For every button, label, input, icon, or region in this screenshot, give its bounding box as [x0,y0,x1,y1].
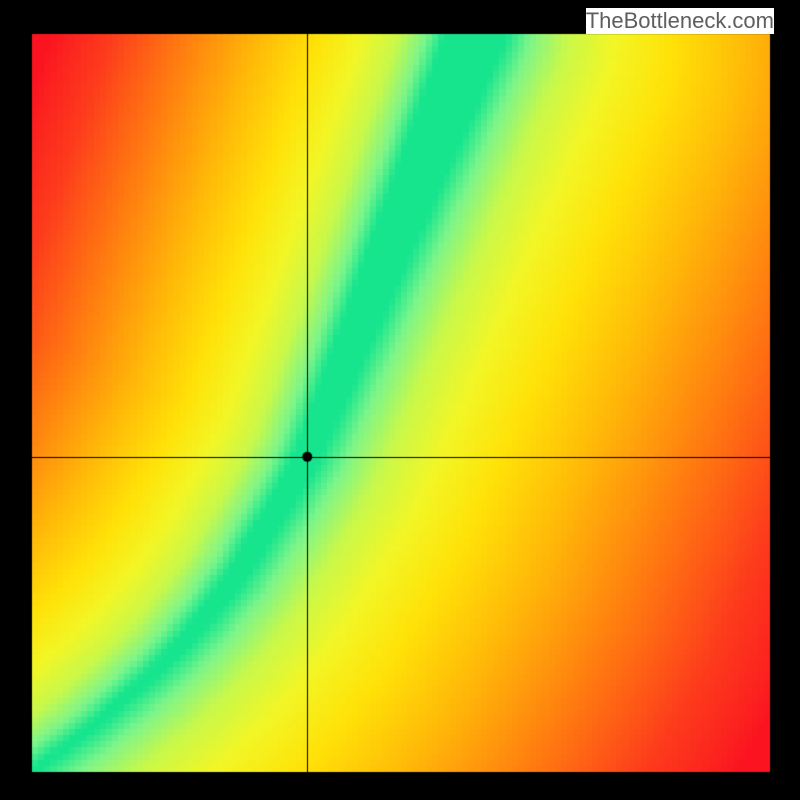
watermark-text: TheBottleneck.com [586,8,774,34]
heatmap-canvas [0,0,800,800]
chart-container: TheBottleneck.com [0,0,800,800]
